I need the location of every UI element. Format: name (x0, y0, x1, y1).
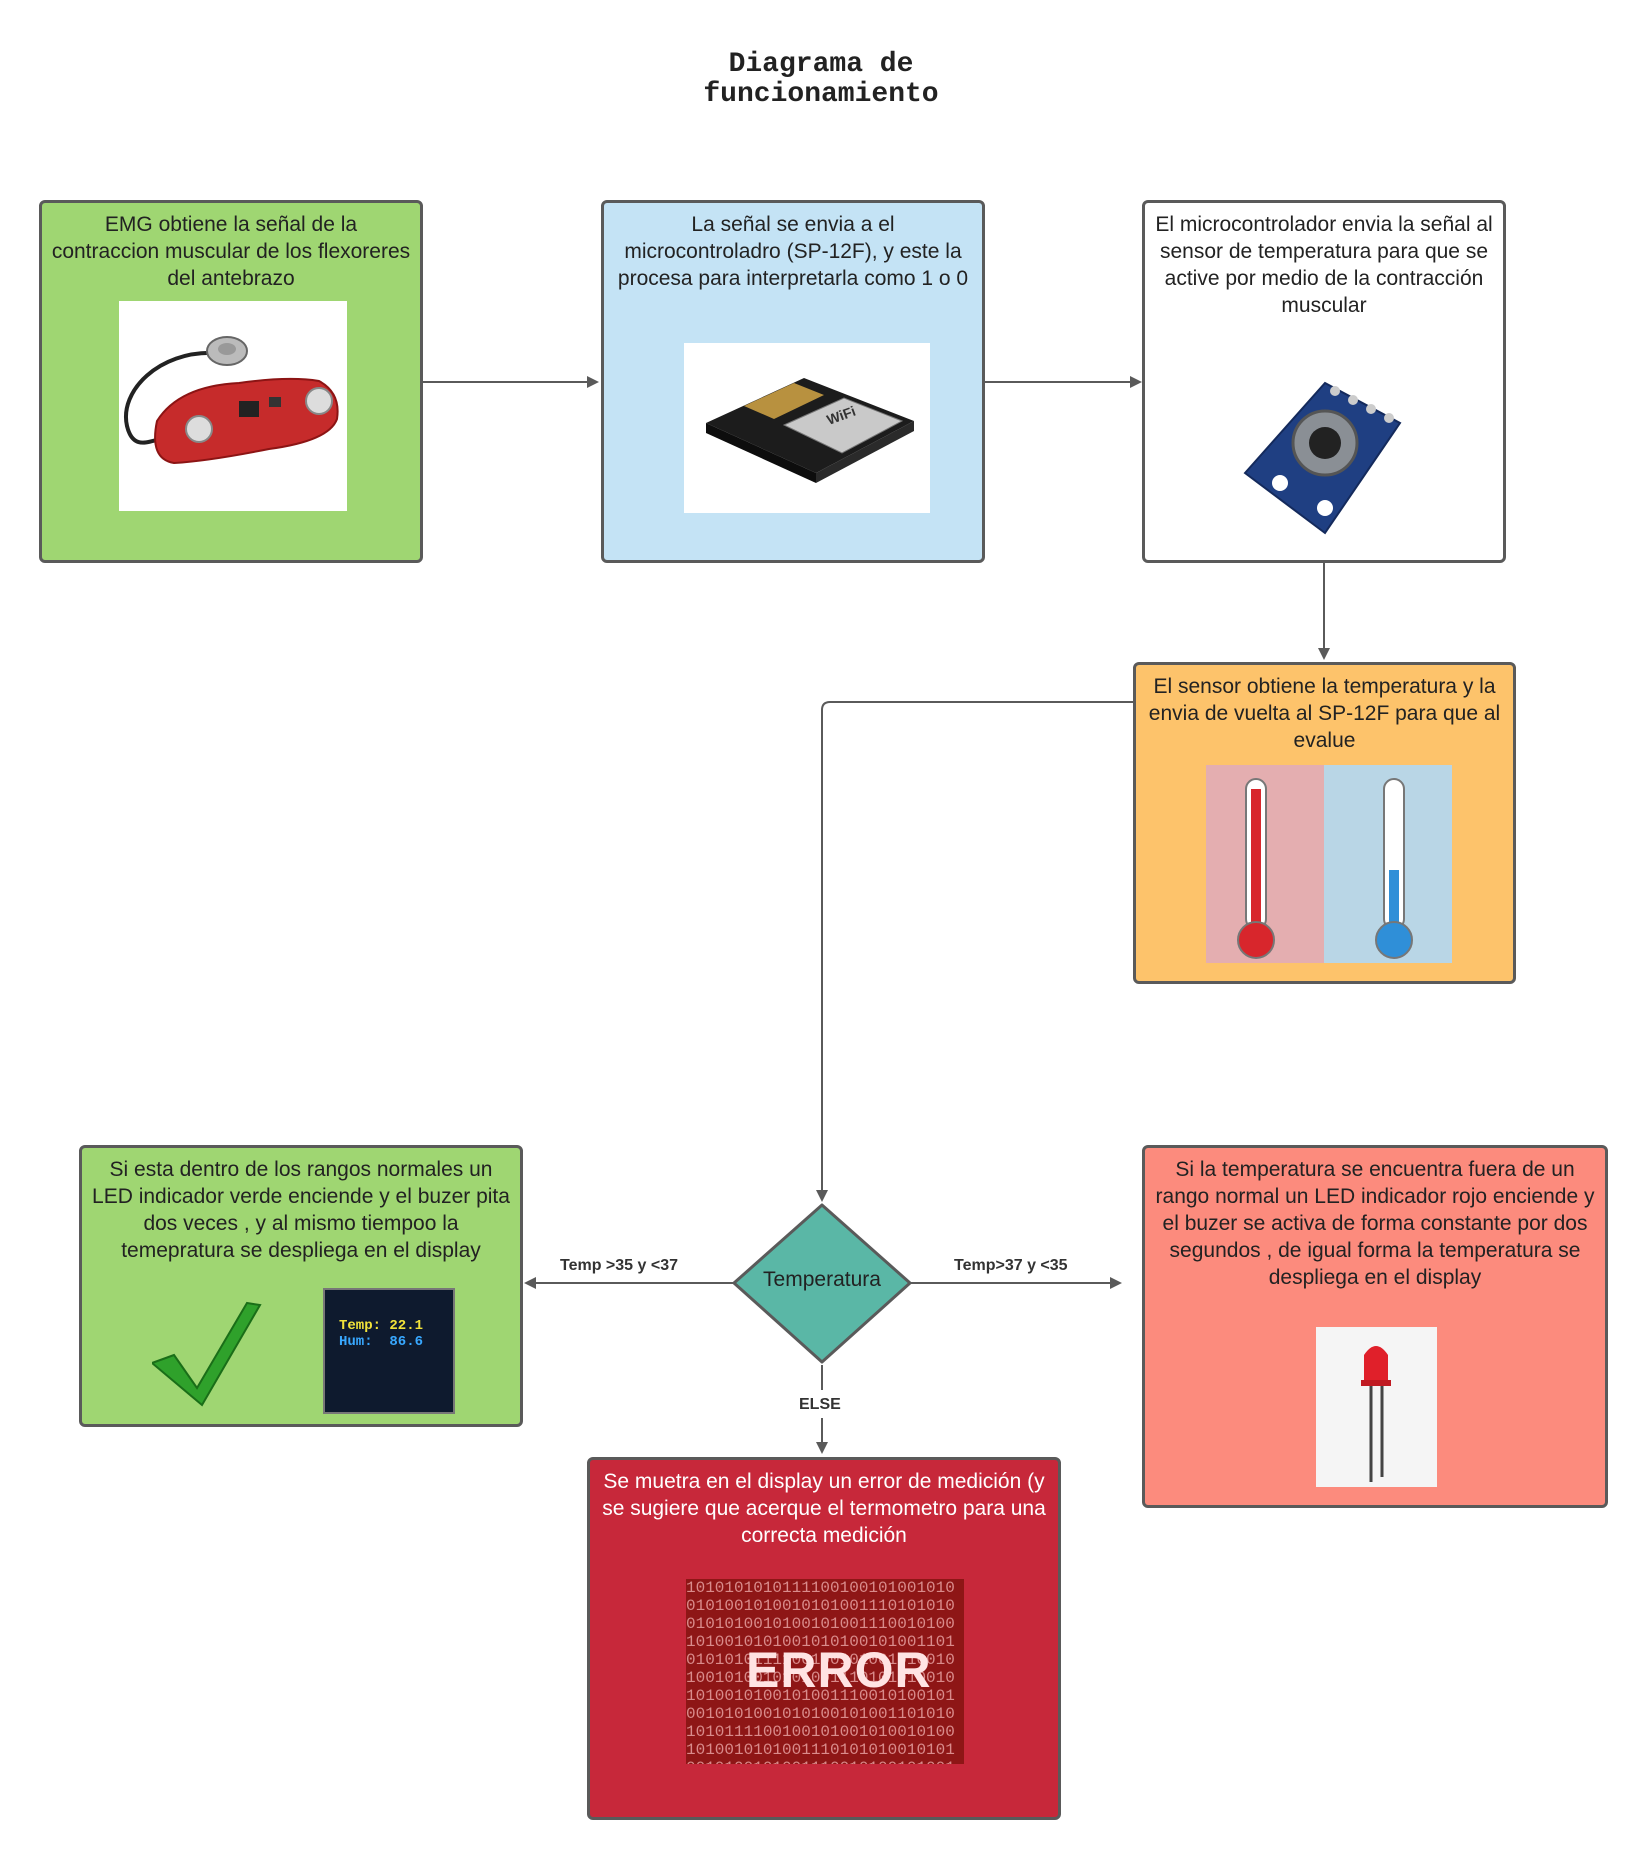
edge-label-abnormal: Temp>37 y <35 (954, 1257, 1068, 1274)
node-emg-text: EMG obtiene la señal de la contraccion m… (51, 213, 411, 290)
error-image: 1010101010111100100101001010010100101001… (686, 1579, 964, 1764)
title-line-1: Diagrama de (728, 49, 914, 80)
node-micro: La señal se envia a el microcontroladro … (601, 200, 985, 563)
error-word: ERROR (746, 1642, 932, 1698)
node-normal: Si esta dentro de los rangos normales un… (79, 1145, 523, 1427)
red-led-image (1316, 1327, 1437, 1487)
node-abnormal-text: Si la temperatura se encuentra fuera de … (1155, 1158, 1595, 1289)
error-binary-background: 1010101010111100100101001010010100101001… (686, 1579, 955, 1764)
node-error: Se muetra en el display un error de medi… (587, 1457, 1061, 1820)
node-micro-text: La señal se envia a el microcontroladro … (617, 213, 969, 290)
esp-module-image: WiFi (684, 343, 930, 513)
oled-line-1: Temp: 22.1 (339, 1318, 424, 1334)
node-temp-read-text: El sensor obtiene la temperatura y la en… (1148, 675, 1501, 752)
temperature-sensor-image (1225, 363, 1425, 543)
node-temp-read: El sensor obtiene la temperatura y la en… (1133, 662, 1516, 984)
node-emg: EMG obtiene la señal de la contraccion m… (39, 200, 423, 563)
title-line-2: funcionamiento (703, 79, 939, 110)
node-sensor: El microcontrolador envia la señal al se… (1142, 200, 1506, 563)
checkmark-icon (152, 1293, 262, 1408)
oled-line-2: Hum: 86.6 (339, 1334, 424, 1350)
edge-temp-to-decision (816, 701, 1133, 1202)
node-normal-text: Si esta dentro de los rangos normales un… (92, 1158, 510, 1262)
edge-label-else: ELSE (799, 1396, 841, 1413)
oled-display-image: Temp: 22.1 Hum: 86.6 (323, 1288, 455, 1414)
thermometers-image (1206, 765, 1452, 963)
page-title: Diagrama de funcionamiento (0, 50, 1642, 110)
edge-label-normal: Temp >35 y <37 (560, 1257, 678, 1274)
decision-diamond (732, 1203, 912, 1364)
emg-sensor-image (119, 301, 347, 511)
node-abnormal: Si la temperatura se encuentra fuera de … (1142, 1145, 1608, 1508)
node-sensor-text: El microcontrolador envia la señal al se… (1155, 213, 1493, 317)
node-error-text: Se muetra en el display un error de medi… (602, 1470, 1046, 1547)
decision-label: Temperatura (763, 1268, 881, 1291)
